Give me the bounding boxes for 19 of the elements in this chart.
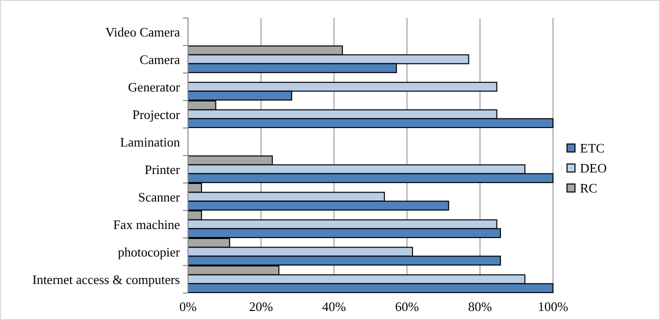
x-tick-label: 80% xyxy=(468,299,492,314)
y-tick-label: Camera xyxy=(140,52,180,67)
legend-label: DEO xyxy=(580,160,607,176)
y-tick-label: Projector xyxy=(132,106,181,122)
y-tick-label: Video Camera xyxy=(105,24,180,40)
x-tick-label: 60% xyxy=(395,299,420,314)
y-tick-label: Fax machine xyxy=(113,216,180,232)
y-tick-label: photocopier xyxy=(118,244,181,260)
x-tick-label: 20% xyxy=(249,299,274,314)
x-tick-label: 0% xyxy=(179,299,197,314)
y-tick-label: Printer xyxy=(144,162,181,177)
y-tick-label: Generator xyxy=(128,79,181,94)
legend-label: RC xyxy=(580,180,598,196)
y-tick-label: Internet access & computers xyxy=(32,272,180,287)
legend-label: ETC xyxy=(580,140,605,156)
x-tick-label: 100% xyxy=(538,299,568,314)
x-tick-label: 40% xyxy=(322,299,346,314)
y-tick-label: Lamination xyxy=(120,134,180,150)
y-tick-label: Scanner xyxy=(138,189,181,204)
